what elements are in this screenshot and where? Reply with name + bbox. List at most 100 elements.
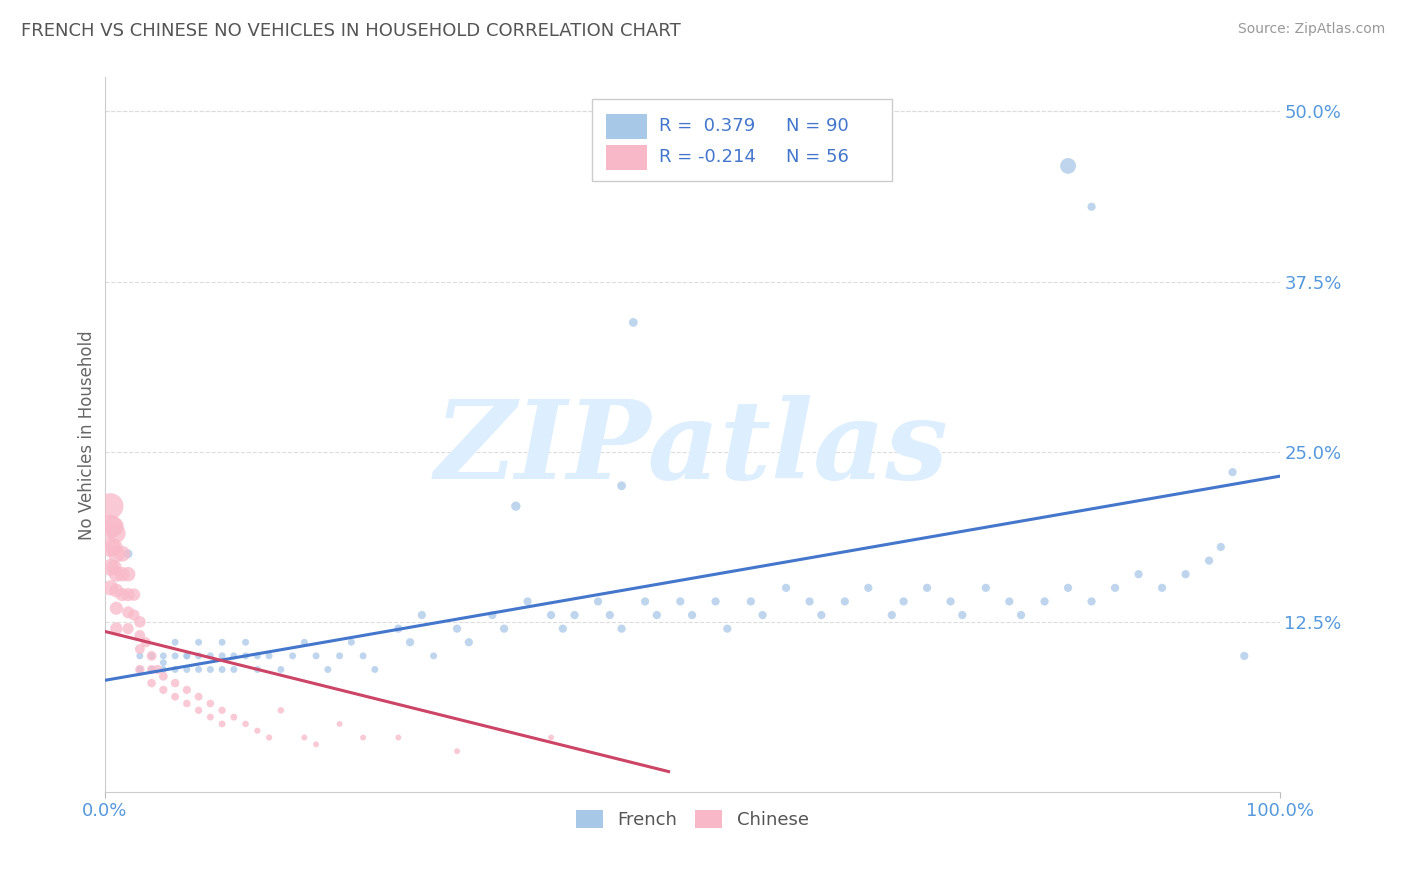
Point (516, 594, 538, 608)
Point (599, 608, 621, 623)
Point (915, 581, 938, 595)
Point (1174, 567, 1197, 582)
Point (681, 608, 703, 623)
Point (292, 635, 315, 649)
Point (111, 588, 134, 602)
Point (211, 717, 233, 731)
Point (200, 710, 222, 724)
Point (1128, 567, 1150, 582)
Point (141, 648, 163, 663)
Point (1209, 540, 1232, 554)
Point (564, 608, 586, 623)
Point (200, 648, 222, 663)
Point (740, 594, 762, 608)
Point (128, 648, 150, 663)
Point (235, 717, 257, 731)
Point (165, 648, 187, 663)
Point (141, 663, 163, 677)
Point (858, 581, 880, 595)
Text: ZIPatlas: ZIPatlas (434, 395, 949, 503)
Point (446, 744, 468, 758)
Point (316, 663, 339, 677)
Point (540, 608, 562, 623)
Point (704, 594, 727, 608)
Point (974, 581, 997, 595)
Legend: French, Chinese: French, Chinese (571, 805, 814, 834)
Point (211, 635, 233, 649)
Point (1233, 648, 1256, 663)
Point (187, 648, 209, 663)
Point (100, 540, 122, 554)
Point (799, 594, 821, 608)
Point (551, 622, 574, 636)
Point (103, 540, 125, 554)
Point (176, 697, 198, 711)
Text: Source: ZipAtlas.com: Source: ZipAtlas.com (1237, 22, 1385, 37)
Point (610, 622, 633, 636)
Point (128, 615, 150, 629)
Point (128, 663, 150, 677)
Point (939, 594, 962, 608)
Point (246, 663, 269, 677)
FancyBboxPatch shape (592, 99, 891, 181)
Point (411, 608, 433, 623)
Point (1150, 581, 1173, 595)
Point (810, 608, 832, 623)
Point (1104, 581, 1126, 595)
Point (152, 682, 174, 697)
Point (540, 731, 562, 745)
Point (135, 635, 157, 649)
Point (222, 663, 245, 677)
Point (176, 648, 198, 663)
Point (834, 594, 856, 608)
Point (950, 608, 973, 623)
Point (775, 581, 797, 595)
Point (281, 648, 304, 663)
Point (128, 642, 150, 657)
Point (1033, 594, 1056, 608)
Point (246, 723, 269, 738)
Point (152, 669, 174, 683)
Point (152, 648, 174, 663)
Point (422, 648, 444, 663)
Text: N = 56: N = 56 (786, 148, 849, 167)
Point (211, 663, 233, 677)
Point (117, 547, 139, 561)
Point (111, 567, 134, 582)
Point (352, 731, 374, 745)
Point (100, 519, 122, 533)
Point (235, 635, 257, 649)
Point (505, 499, 527, 513)
Text: FRENCH VS CHINESE NO VEHICLES IN HOUSEHOLD CORRELATION CHART: FRENCH VS CHINESE NO VEHICLES IN HOUSEHO… (21, 22, 681, 40)
Point (117, 588, 139, 602)
Point (610, 479, 633, 493)
Point (122, 588, 145, 602)
Point (187, 663, 209, 677)
Point (176, 682, 198, 697)
Point (586, 594, 609, 608)
Text: R = -0.214: R = -0.214 (659, 148, 756, 167)
Point (329, 648, 352, 663)
Point (1010, 608, 1032, 623)
Point (246, 648, 269, 663)
Point (893, 594, 915, 608)
Point (1080, 594, 1102, 608)
Point (105, 601, 128, 615)
Point (446, 622, 468, 636)
Point (122, 608, 145, 623)
Point (105, 622, 128, 636)
Point (146, 663, 169, 677)
Point (165, 663, 187, 677)
FancyBboxPatch shape (606, 145, 647, 170)
Point (1198, 553, 1220, 567)
Point (200, 663, 222, 677)
Point (100, 581, 122, 595)
Point (141, 663, 163, 677)
Point (329, 717, 352, 731)
Point (1222, 465, 1244, 479)
Point (117, 567, 139, 582)
Y-axis label: No Vehicles in Household: No Vehicles in Household (79, 330, 96, 540)
Point (1057, 581, 1080, 595)
Point (100, 499, 122, 513)
Point (257, 648, 280, 663)
